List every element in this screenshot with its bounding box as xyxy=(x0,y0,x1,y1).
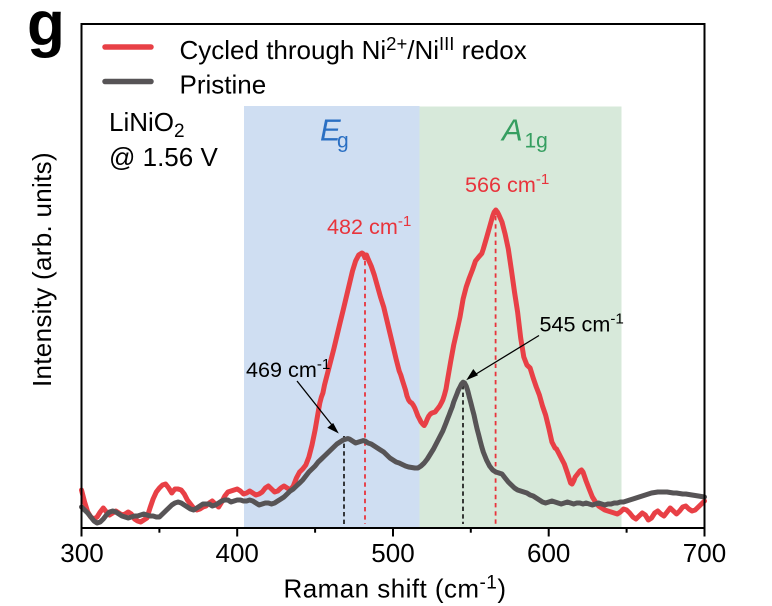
svg-text:469 cm-1: 469 cm-1 xyxy=(246,356,330,382)
svg-text:566 cm-1: 566 cm-1 xyxy=(465,171,549,197)
svg-text:Raman shift (cm-1): Raman shift (cm-1) xyxy=(284,573,507,604)
svg-text:1g: 1g xyxy=(525,130,548,153)
svg-text:@ 1.56 V: @ 1.56 V xyxy=(109,142,218,172)
svg-text:600: 600 xyxy=(527,538,570,568)
svg-text:400: 400 xyxy=(216,538,259,568)
svg-text:g: g xyxy=(337,130,349,153)
svg-text:482 cm-1: 482 cm-1 xyxy=(327,213,411,239)
svg-text:E: E xyxy=(320,113,341,148)
svg-text:g: g xyxy=(27,0,65,59)
svg-text:545 cm-1: 545 cm-1 xyxy=(540,311,624,337)
svg-text:A: A xyxy=(500,113,523,148)
svg-text:LiNiO2: LiNiO2 xyxy=(109,107,185,142)
svg-text:Intensity (arb. units): Intensity (arb. units) xyxy=(27,152,57,387)
svg-text:700: 700 xyxy=(683,538,726,568)
svg-text:500: 500 xyxy=(371,538,414,568)
svg-text:Cycled through Ni2+/NiIII redo: Cycled through Ni2+/NiIII redox xyxy=(180,33,527,65)
svg-text:Pristine: Pristine xyxy=(180,70,267,100)
svg-text:300: 300 xyxy=(60,538,103,568)
